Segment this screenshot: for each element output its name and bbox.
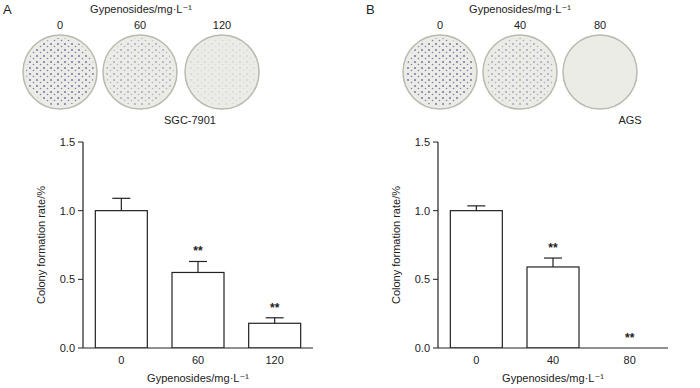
marks xyxy=(95,198,300,348)
dish-colonies xyxy=(188,38,256,106)
y-tick-label: 1.0 xyxy=(60,205,75,217)
y-tick xyxy=(433,348,438,349)
image-title: Gypenosides/mg·L⁻¹ xyxy=(469,3,571,15)
dish xyxy=(403,35,477,109)
error-cap xyxy=(112,198,130,199)
y-tick xyxy=(433,210,438,211)
chart-title: AGS xyxy=(618,114,641,126)
panel: A Gypenosides/mg·L⁻¹ 0 60 120 SGC-7901 0.0 0.5 1… xyxy=(3,2,313,384)
bar xyxy=(95,211,147,348)
figure: A Gypenosides/mg·L⁻¹ 0 60 120 SGC-7901 0.0 0.5 1… xyxy=(0,0,700,388)
error-bar xyxy=(189,261,207,272)
error-bar xyxy=(544,258,562,267)
y-tick xyxy=(433,142,438,143)
x-tick-label: 40 xyxy=(547,354,559,366)
chart-title: SGC-7901 xyxy=(164,114,216,126)
y-tick-label: 1.5 xyxy=(60,136,75,148)
dish xyxy=(483,35,557,109)
dish-colonies xyxy=(406,38,474,106)
image-title: Gypenosides/mg·L⁻¹ xyxy=(90,3,192,15)
x-axis xyxy=(83,347,313,348)
x-tick-label: 120 xyxy=(265,354,283,366)
image-label: 80 xyxy=(594,19,606,31)
y-tick-label: 0.0 xyxy=(415,342,430,354)
panel: B Gypenosides/mg·L⁻¹ 0 40 80 AGS 0.0 0.5 1.0 1.5 0… xyxy=(366,2,668,384)
bar xyxy=(172,272,224,348)
dish xyxy=(563,35,637,109)
y-tick xyxy=(78,279,83,280)
image-label: 0 xyxy=(57,19,63,31)
image-label: 40 xyxy=(514,19,526,31)
y-axis xyxy=(82,142,83,348)
y-tick-label: 1.5 xyxy=(415,136,430,148)
y-tick xyxy=(78,348,83,349)
error-bar xyxy=(266,318,284,323)
x-tick-label: 60 xyxy=(192,354,204,366)
image-label: 120 xyxy=(213,19,231,31)
error-bar xyxy=(467,206,485,211)
dish-colonies xyxy=(106,38,174,106)
error-cap xyxy=(467,205,485,206)
significance: ** xyxy=(548,241,558,255)
x-tick-label: 0 xyxy=(473,354,479,366)
error-stem xyxy=(476,206,477,211)
error-cap xyxy=(544,257,562,258)
panel-label: B xyxy=(366,2,375,17)
error-stem xyxy=(197,261,198,272)
significance: ** xyxy=(193,244,203,258)
y-tick-label: 1.0 xyxy=(415,205,430,217)
error-bar xyxy=(112,198,130,210)
bar xyxy=(527,267,579,348)
y-axis-label: Colony formation rate/% xyxy=(390,186,402,304)
error-stem xyxy=(552,258,553,267)
y-tick-label: 0.5 xyxy=(60,273,75,285)
error-stem xyxy=(274,318,275,323)
significance: ** xyxy=(270,301,280,315)
panel-label: A xyxy=(3,2,12,17)
error-cap xyxy=(266,317,284,318)
dish-colonies xyxy=(26,38,94,106)
y-tick xyxy=(78,210,83,211)
dish xyxy=(103,35,177,109)
y-axis-label: Colony formation rate/% xyxy=(35,186,47,304)
y-tick xyxy=(433,279,438,280)
image-label: 60 xyxy=(134,19,146,31)
marks xyxy=(450,206,579,348)
y-tick xyxy=(78,142,83,143)
x-tick-label: 0 xyxy=(118,354,124,366)
significance: ** xyxy=(625,331,635,345)
bar xyxy=(249,323,301,348)
dish-colonies xyxy=(486,38,554,106)
dish xyxy=(23,35,97,109)
dish xyxy=(185,35,259,109)
image-label: 0 xyxy=(437,19,443,31)
y-tick-label: 0.5 xyxy=(415,273,430,285)
x-axis-label: Gypenosides/mg·L⁻¹ xyxy=(147,372,249,384)
y-axis xyxy=(437,142,438,348)
y-tick-label: 0.0 xyxy=(60,342,75,354)
x-axis-label: Gypenosides/mg·L⁻¹ xyxy=(502,372,604,384)
x-tick-label: 80 xyxy=(624,354,636,366)
x-axis xyxy=(438,347,668,348)
error-stem xyxy=(121,198,122,210)
bar xyxy=(450,211,502,348)
error-cap xyxy=(189,261,207,262)
